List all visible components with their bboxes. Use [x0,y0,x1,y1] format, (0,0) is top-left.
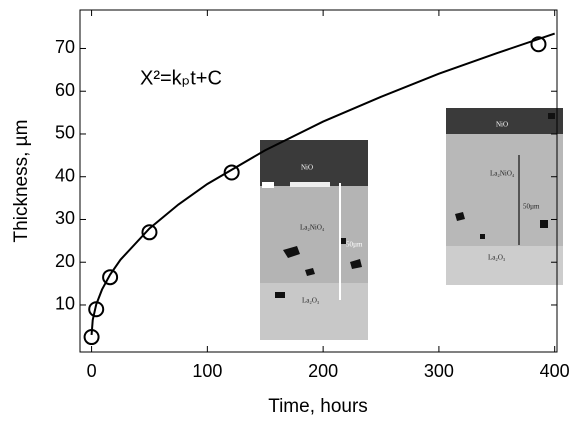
y-tick-label: 40 [55,165,75,185]
y-tick-label: 10 [55,294,75,314]
inset-label: La₂NiO₄ [300,224,325,232]
x-tick-label: 400 [540,361,570,381]
data-point [223,164,240,181]
inset-micrograph [260,140,368,340]
y-tick-label: 50 [55,123,75,143]
inset-label: NiO [301,164,313,172]
inset-bottom-layer [260,283,368,340]
inset-feature [455,113,555,239]
inset-label: La₂O₃ [302,297,320,305]
x-tick-label: 200 [308,361,338,381]
axes-frame [79,9,558,353]
inset-oxide-layer [446,108,563,134]
inset-feature [290,182,330,187]
inset-feature [275,238,362,298]
inset-label: La₂O₃ [488,254,506,262]
fit-curve [90,32,556,335]
y-tick-label: 30 [55,208,75,228]
data-point [141,224,158,241]
x-tick-label: 0 [87,361,97,381]
inset-micrograph [446,108,563,285]
inset-feature [262,182,274,188]
y-tick-label: 60 [55,80,75,100]
inset-label: NiO [496,121,508,129]
inset-oxide-layer [260,140,368,186]
data-point [530,36,547,53]
y-tick-label: 70 [55,37,75,57]
annotation: X²=kₚt+C [140,67,222,89]
inset-label: La₂NiO₄ [490,170,515,178]
inset-label: 50µm [346,241,363,249]
x-tick-label: 100 [192,361,222,381]
x-axis-label: Time, hours [268,396,368,417]
inset-bottom-layer [446,246,563,285]
data-point [102,269,119,286]
y-tick-label: 20 [55,251,75,271]
inset-label: 50µm [523,203,540,211]
y-axis-label: Thickness, µm [11,120,32,243]
x-tick-label: 300 [424,361,454,381]
plot-area: 10 20 30 40 50 60 70 0 100 200 300 400 [55,9,570,381]
insets: NiO La₂NiO₄ 50µm La₂O₃ NiO La₂NiO₄ 50µm La₂O₃ [260,108,563,340]
